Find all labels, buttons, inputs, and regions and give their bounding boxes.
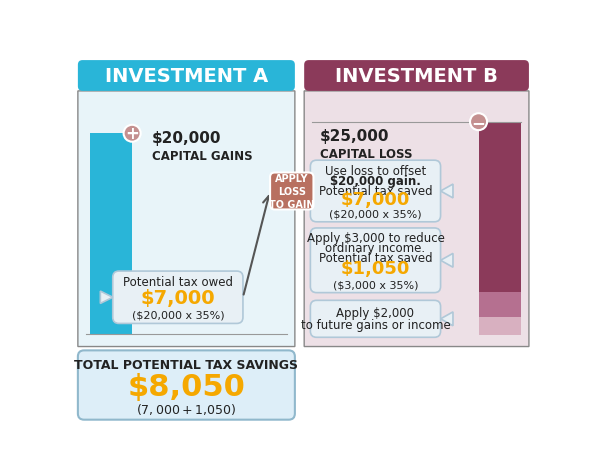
FancyBboxPatch shape (310, 161, 440, 222)
FancyBboxPatch shape (310, 228, 440, 293)
Text: $7,000: $7,000 (140, 288, 215, 307)
Circle shape (124, 126, 141, 142)
Polygon shape (440, 312, 453, 326)
Text: $20,000: $20,000 (152, 130, 221, 146)
FancyBboxPatch shape (78, 351, 295, 420)
Text: INVESTMENT B: INVESTMENT B (335, 67, 498, 86)
Text: APPLY
LOSS
TO GAIN: APPLY LOSS TO GAIN (269, 173, 314, 210)
Circle shape (470, 114, 487, 131)
Text: Apply $2,000: Apply $2,000 (336, 307, 414, 319)
Text: $8,050: $8,050 (127, 372, 245, 401)
Text: Potential tax owed: Potential tax owed (123, 276, 233, 289)
FancyBboxPatch shape (304, 92, 529, 347)
Text: +: + (125, 125, 139, 143)
FancyBboxPatch shape (78, 61, 295, 92)
FancyBboxPatch shape (304, 61, 529, 92)
Text: Apply $3,000 to reduce: Apply $3,000 to reduce (307, 232, 445, 245)
Text: ($7,000 + $1,050): ($7,000 + $1,050) (136, 402, 236, 416)
Text: −: − (472, 113, 485, 131)
Bar (478, 317, 521, 335)
Bar (478, 292, 521, 317)
Text: to future gains or income: to future gains or income (301, 319, 451, 332)
Bar (89, 134, 132, 335)
Text: ($20,000 x 35%): ($20,000 x 35%) (131, 309, 224, 319)
Text: Potential tax saved: Potential tax saved (318, 252, 432, 265)
Text: ($20,000 x 35%): ($20,000 x 35%) (329, 209, 422, 219)
Text: $20,000 gain.: $20,000 gain. (330, 174, 421, 188)
Text: $1,050: $1,050 (341, 259, 410, 278)
Polygon shape (440, 185, 453, 198)
FancyBboxPatch shape (78, 92, 295, 347)
Text: ordinary income.: ordinary income. (326, 242, 426, 255)
Text: INVESTMENT A: INVESTMENT A (105, 67, 268, 86)
Polygon shape (101, 291, 112, 304)
FancyBboxPatch shape (310, 301, 440, 337)
FancyBboxPatch shape (112, 271, 243, 324)
Text: CAPITAL GAINS: CAPITAL GAINS (152, 149, 252, 162)
Text: TOTAL POTENTIAL TAX SAVINGS: TOTAL POTENTIAL TAX SAVINGS (75, 358, 298, 371)
Text: $7,000: $7,000 (341, 190, 410, 208)
Text: ($3,000 x 35%): ($3,000 x 35%) (333, 279, 418, 289)
Polygon shape (440, 254, 453, 268)
Text: $25,000: $25,000 (320, 129, 389, 144)
Text: CAPITAL LOSS: CAPITAL LOSS (320, 148, 412, 161)
Text: Potential tax saved: Potential tax saved (318, 184, 432, 198)
Bar (478, 122, 521, 292)
Text: Use loss to offset: Use loss to offset (325, 164, 426, 178)
FancyBboxPatch shape (270, 173, 314, 210)
